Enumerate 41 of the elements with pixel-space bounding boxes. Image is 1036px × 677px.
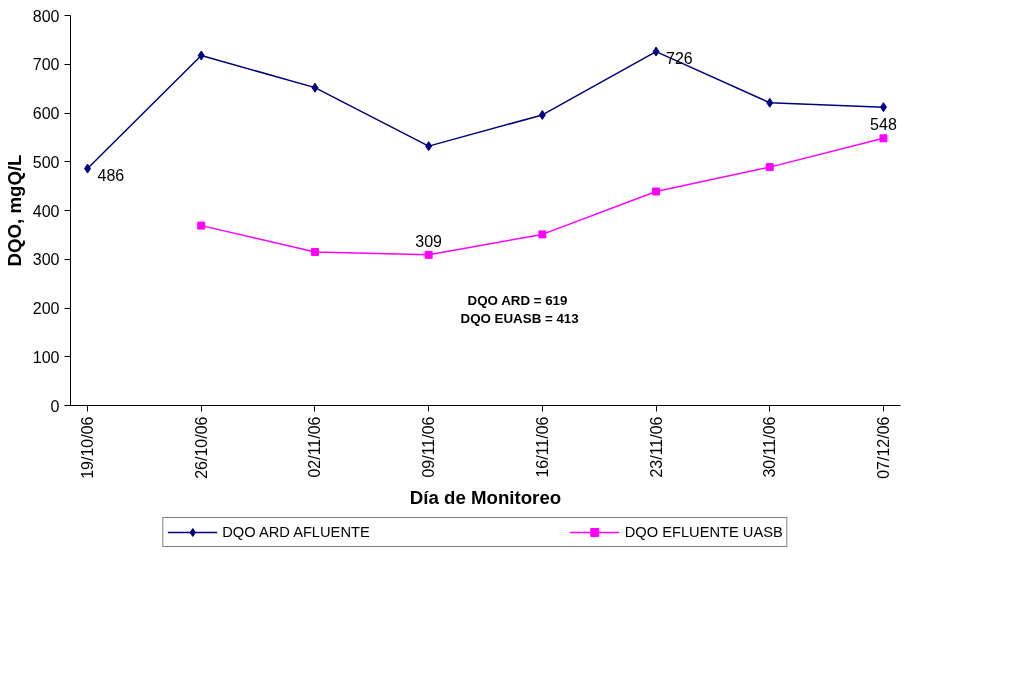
x-tick-label: 19/10/06 bbox=[79, 416, 97, 479]
y-tick-label: 300 bbox=[32, 251, 60, 269]
point bbox=[652, 46, 660, 57]
point bbox=[310, 247, 319, 256]
x-tick-label: 16/11/06 bbox=[533, 416, 551, 478]
x-tick-label: 26/10/06 bbox=[192, 416, 210, 479]
y-tick-label: 700 bbox=[32, 56, 60, 74]
legend-label: DQO EFLUENTE UASB bbox=[624, 524, 783, 540]
x-tick-label: 23/11/06 bbox=[647, 416, 665, 478]
point bbox=[197, 221, 206, 230]
x-tick-label: 07/12/06 bbox=[874, 416, 892, 479]
y-tick-label: 600 bbox=[32, 105, 60, 122]
point bbox=[765, 163, 774, 172]
point bbox=[652, 187, 661, 196]
data-label: 486 bbox=[97, 166, 125, 184]
point bbox=[425, 141, 433, 152]
annotation: DQO EUASB = 413 bbox=[460, 310, 579, 326]
point bbox=[766, 97, 774, 108]
y-tick-label: 0 bbox=[50, 397, 60, 415]
legend-label: DQO ARD AFLUENTE bbox=[222, 524, 370, 540]
point bbox=[197, 50, 205, 61]
data-label: 548 bbox=[870, 116, 897, 134]
x-tick-label: 02/11/06 bbox=[306, 416, 324, 478]
y-tick-label: 200 bbox=[32, 300, 60, 317]
point bbox=[879, 102, 887, 113]
y-tick-label: 100 bbox=[32, 348, 60, 366]
x-tick-label: 30/11/06 bbox=[761, 416, 779, 478]
y-tick-label: 400 bbox=[32, 202, 60, 220]
point bbox=[84, 163, 92, 174]
x-tick-label: 09/11/06 bbox=[420, 416, 438, 478]
point bbox=[538, 230, 547, 239]
point bbox=[879, 134, 888, 143]
point bbox=[424, 250, 433, 259]
y-tick-label: 500 bbox=[32, 153, 60, 171]
x-axis-title: Día de Monitoreo bbox=[409, 486, 562, 508]
point bbox=[538, 109, 546, 120]
data-label: 309 bbox=[415, 232, 443, 250]
annotation: DQO ARD = 619 bbox=[467, 293, 568, 308]
y-tick-label: 800 bbox=[32, 7, 60, 25]
y-axis-title: DQO, mgQ/L bbox=[3, 154, 25, 267]
point bbox=[311, 82, 319, 93]
